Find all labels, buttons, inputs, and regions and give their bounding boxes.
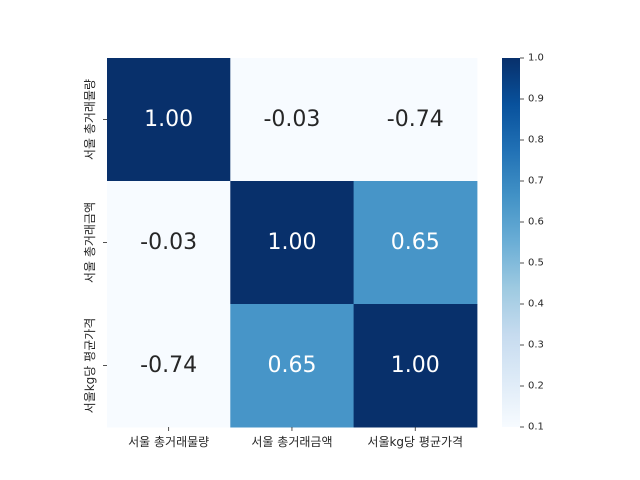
x-tick-label: 서울 총거래물량 bbox=[128, 435, 209, 449]
heatmap-cell-0-0 bbox=[107, 58, 231, 182]
colorbar-gradient bbox=[502, 58, 520, 427]
cell-value-label-1-2: 0.65 bbox=[391, 230, 440, 255]
colorbar-ticks: 0.1 0.2 0.3 0.4 0.5 0.6 0.7 0.8 0.9 1.0 bbox=[520, 53, 544, 433]
cell-value-label-0-1: -0.03 bbox=[263, 107, 320, 132]
heatmap-cell-0-1 bbox=[230, 58, 355, 182]
cell-value-label-2-0: -0.74 bbox=[140, 353, 197, 378]
heatmap-cells bbox=[107, 58, 478, 428]
colorbar-tick-label: 0.2 bbox=[528, 381, 544, 392]
colorbar-tick-label: 0.3 bbox=[528, 340, 544, 351]
heatmap-cell-1-0 bbox=[107, 181, 231, 305]
heatmap-cell-1-2 bbox=[353, 181, 478, 305]
colorbar-tick-label: 0.4 bbox=[528, 299, 544, 310]
cell-value-label-0-0: 1.00 bbox=[144, 107, 193, 132]
cell-value-label-0-2: -0.74 bbox=[387, 107, 444, 132]
heatmap-cell-0-2 bbox=[353, 58, 478, 182]
x-tick-label: 서울 총거래금액 bbox=[251, 435, 332, 449]
y-tick-label: 서울kg당 평균가격 bbox=[83, 318, 97, 414]
colorbar-tick-label: 0.9 bbox=[528, 94, 544, 105]
colorbar-tick-label: 0.6 bbox=[528, 217, 544, 228]
colorbar: 0.1 0.2 0.3 0.4 0.5 0.6 0.7 0.8 0.9 1.0 bbox=[502, 53, 544, 433]
cell-value-label-1-0: -0.03 bbox=[140, 230, 197, 255]
heatmap-cell-1-1 bbox=[230, 181, 355, 305]
cell-value-label-2-2: 1.00 bbox=[391, 353, 440, 378]
cell-value-label-1-1: 1.00 bbox=[267, 230, 316, 255]
heatmap-cell-2-0 bbox=[107, 304, 231, 428]
x-axis-ticks: 서울 총거래물량 서울 총거래금액 서울kg당 평균가격 bbox=[128, 427, 463, 449]
colorbar-tick-label: 0.8 bbox=[528, 135, 544, 146]
colorbar-tick-label: 1.0 bbox=[528, 53, 544, 64]
y-tick-label: 서울 총거래물량 bbox=[83, 79, 97, 160]
heatmap-cell-2-2 bbox=[353, 304, 478, 428]
heatmap-cell-labels: 1.00 -0.03 -0.74 -0.03 1.00 0.65 -0.74 0.65 1.00 bbox=[140, 107, 444, 378]
x-tick-label: 서울kg당 평균가격 bbox=[367, 435, 463, 449]
colorbar-tick-label: 0.1 bbox=[528, 422, 544, 433]
colorbar-tick-label: 0.7 bbox=[528, 176, 544, 187]
heatmap-cell-2-1 bbox=[230, 304, 355, 428]
y-tick-label: 서울 총거래금액 bbox=[83, 202, 97, 283]
colorbar-tick-label: 0.5 bbox=[528, 258, 544, 269]
cell-value-label-2-1: 0.65 bbox=[267, 353, 316, 378]
